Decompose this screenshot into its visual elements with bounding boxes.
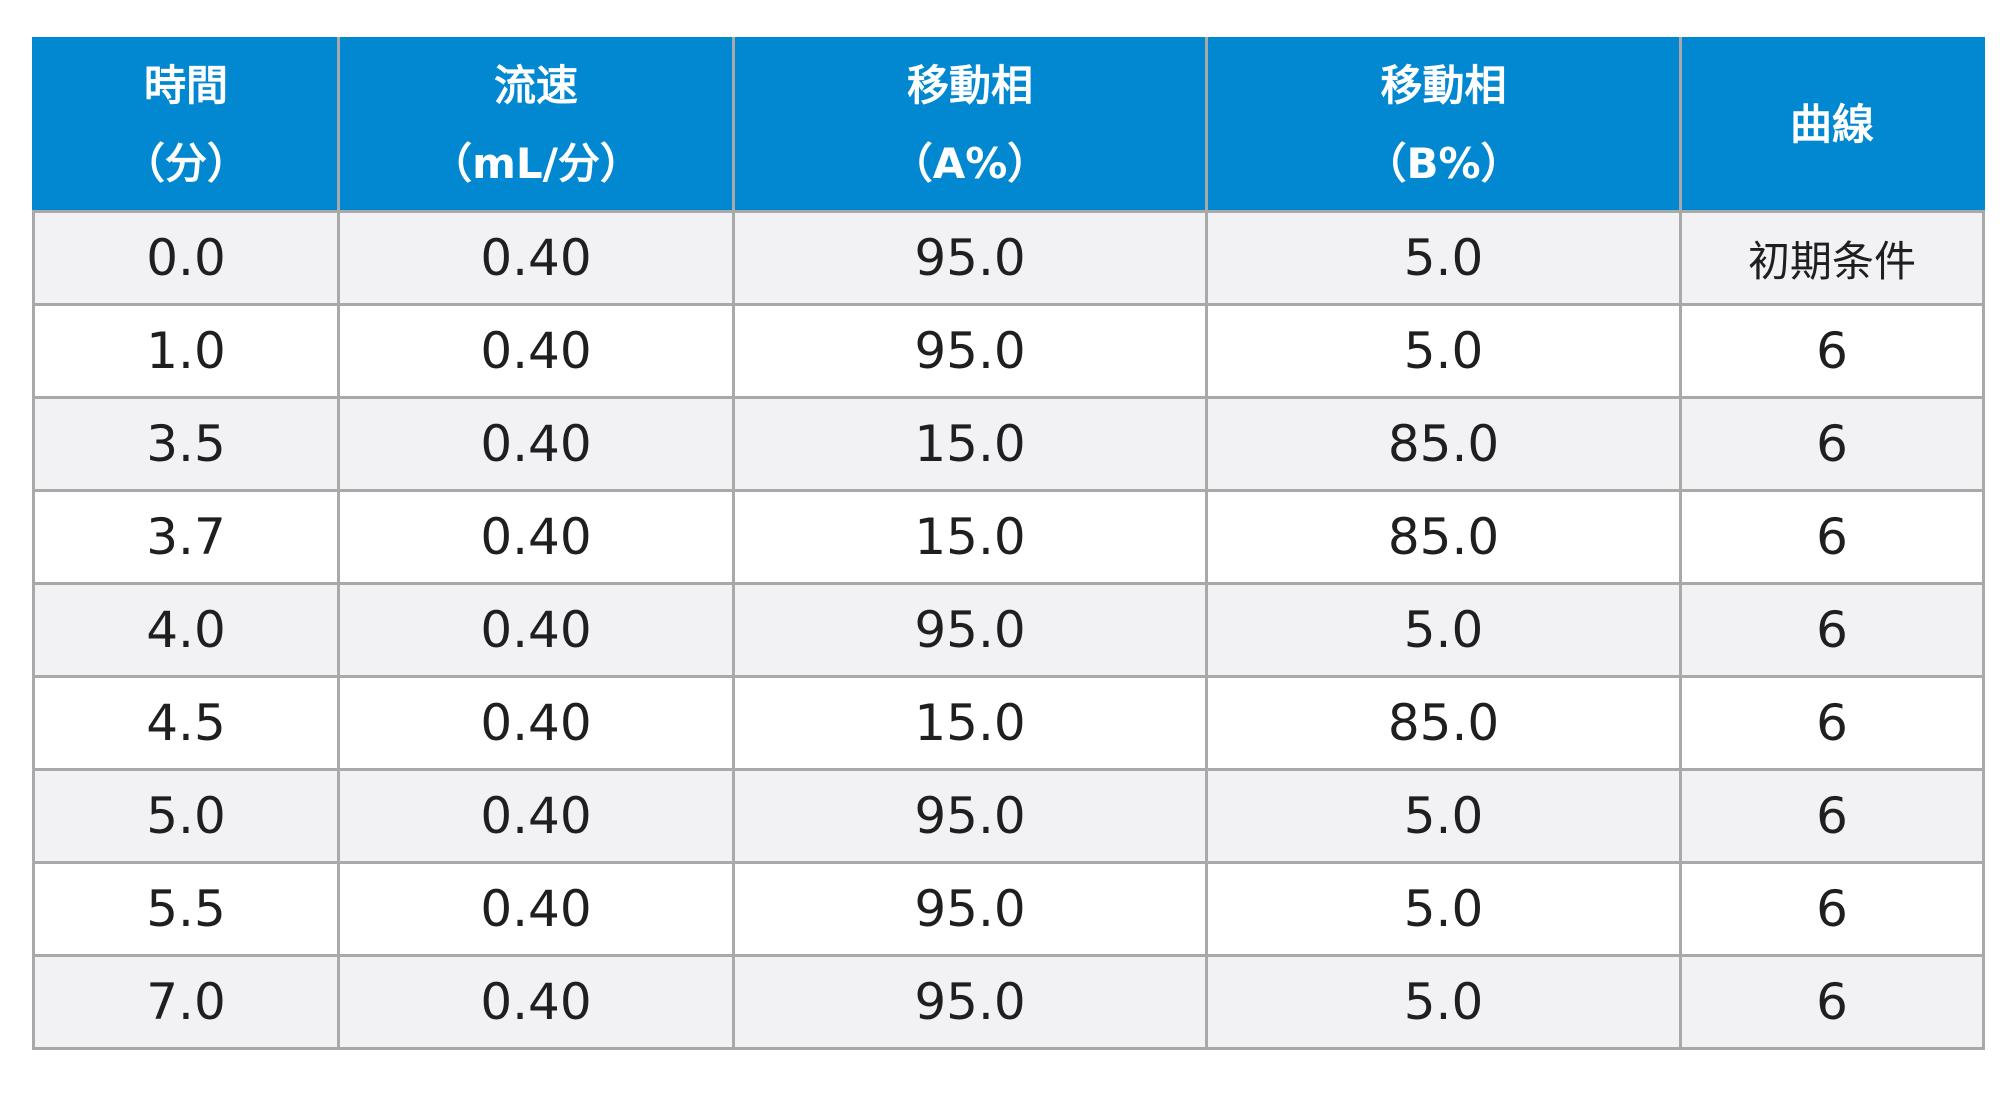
cell-curve: 6 xyxy=(1679,396,1985,492)
header-line: （B%） xyxy=(1364,139,1523,188)
header-line: （mL/分） xyxy=(430,139,642,188)
cell-flow-rate: 0.40 xyxy=(337,768,735,864)
cell-time: 0.0 xyxy=(32,210,340,306)
cell-time: 4.0 xyxy=(32,582,340,678)
cell-mobile-phase-a: 15.0 xyxy=(732,396,1208,492)
header-row: 時間 （分） 流速 （mL/分） 移動相 （A%） 移動相 （B%） 曲線 xyxy=(32,37,1985,213)
cell-mobile-phase-b: 5.0 xyxy=(1205,303,1682,399)
cell-flow-rate: 0.40 xyxy=(337,303,735,399)
cell-flow-rate: 0.40 xyxy=(337,954,735,1050)
table-row: 0.0 0.40 95.0 5.0 初期条件 xyxy=(32,210,1985,306)
cell-mobile-phase-a: 95.0 xyxy=(732,768,1208,864)
gradient-table: 時間 （分） 流速 （mL/分） 移動相 （A%） 移動相 （B%） 曲線 0.0 0.40 95.… xyxy=(32,37,1985,1050)
table-row: 1.0 0.40 95.0 5.0 6 xyxy=(32,303,1985,399)
cell-flow-rate: 0.40 xyxy=(337,210,735,306)
cell-time: 3.7 xyxy=(32,489,340,585)
cell-time: 5.0 xyxy=(32,768,340,864)
cell-curve: 6 xyxy=(1679,675,1985,771)
header-line: 曲線 xyxy=(1789,100,1874,149)
header-flow-rate: 流速 （mL/分） xyxy=(337,37,735,213)
header-line: （A%） xyxy=(890,139,1050,188)
table-row: 3.5 0.40 15.0 85.0 6 xyxy=(32,396,1985,492)
cell-mobile-phase-b: 5.0 xyxy=(1205,954,1682,1050)
table-row: 3.7 0.40 15.0 85.0 6 xyxy=(32,489,1985,585)
cell-curve: 6 xyxy=(1679,489,1985,585)
cell-mobile-phase-b: 5.0 xyxy=(1205,210,1682,306)
table-row: 4.5 0.40 15.0 85.0 6 xyxy=(32,675,1985,771)
cell-flow-rate: 0.40 xyxy=(337,396,735,492)
cell-flow-rate: 0.40 xyxy=(337,582,735,678)
cell-mobile-phase-b: 5.0 xyxy=(1205,768,1682,864)
header-line: 移動相 xyxy=(906,61,1033,110)
cell-mobile-phase-b: 85.0 xyxy=(1205,675,1682,771)
cell-time: 3.5 xyxy=(32,396,340,492)
cell-mobile-phase-a: 95.0 xyxy=(732,954,1208,1050)
header-mobile-phase-a: 移動相 （A%） xyxy=(732,37,1208,213)
table-row: 5.5 0.40 95.0 5.0 6 xyxy=(32,861,1985,957)
cell-mobile-phase-a: 95.0 xyxy=(732,303,1208,399)
cell-flow-rate: 0.40 xyxy=(337,675,735,771)
cell-mobile-phase-b: 5.0 xyxy=(1205,582,1682,678)
cell-mobile-phase-a: 95.0 xyxy=(732,210,1208,306)
cell-time: 7.0 xyxy=(32,954,340,1050)
cell-mobile-phase-a: 15.0 xyxy=(732,675,1208,771)
cell-time: 4.5 xyxy=(32,675,340,771)
cell-mobile-phase-b: 85.0 xyxy=(1205,489,1682,585)
cell-flow-rate: 0.40 xyxy=(337,489,735,585)
table-row: 7.0 0.40 95.0 5.0 6 xyxy=(32,954,1985,1050)
table-header: 時間 （分） 流速 （mL/分） 移動相 （A%） 移動相 （B%） 曲線 xyxy=(32,37,1985,213)
cell-curve: 6 xyxy=(1679,582,1985,678)
cell-time: 1.0 xyxy=(32,303,340,399)
header-curve: 曲線 xyxy=(1679,37,1985,213)
cell-curve: 初期条件 xyxy=(1679,210,1985,306)
table-body: 0.0 0.40 95.0 5.0 初期条件 1.0 0.40 95.0 5.0 6 3.5 0.40… xyxy=(32,210,1985,1050)
header-time: 時間 （分） xyxy=(32,37,340,213)
header-mobile-phase-b: 移動相 （B%） xyxy=(1205,37,1682,213)
cell-mobile-phase-a: 95.0 xyxy=(732,861,1208,957)
cell-curve: 6 xyxy=(1679,954,1985,1050)
cell-curve: 6 xyxy=(1679,861,1985,957)
header-line: 流速 xyxy=(493,61,578,110)
cell-mobile-phase-a: 15.0 xyxy=(732,489,1208,585)
header-line: 移動相 xyxy=(1380,61,1507,110)
cell-mobile-phase-b: 85.0 xyxy=(1205,396,1682,492)
header-line: （分） xyxy=(122,139,249,188)
cell-time: 5.5 xyxy=(32,861,340,957)
cell-mobile-phase-b: 5.0 xyxy=(1205,861,1682,957)
cell-flow-rate: 0.40 xyxy=(337,861,735,957)
cell-curve: 6 xyxy=(1679,303,1985,399)
cell-curve: 6 xyxy=(1679,768,1985,864)
cell-mobile-phase-a: 95.0 xyxy=(732,582,1208,678)
header-line: 時間 xyxy=(143,61,228,110)
table-row: 4.0 0.40 95.0 5.0 6 xyxy=(32,582,1985,678)
table-row: 5.0 0.40 95.0 5.0 6 xyxy=(32,768,1985,864)
